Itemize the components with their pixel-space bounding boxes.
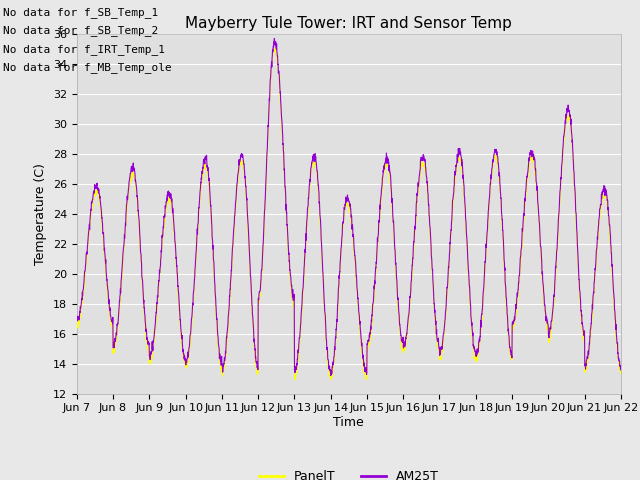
Y-axis label: Temperature (C): Temperature (C) (35, 163, 47, 264)
Text: No data for f_IRT_Temp_1: No data for f_IRT_Temp_1 (3, 44, 165, 55)
Text: No data for f_SB_Temp_1: No data for f_SB_Temp_1 (3, 7, 159, 18)
Text: No data for f_MB_Temp_ole: No data for f_MB_Temp_ole (3, 62, 172, 73)
Text: No data for f_SB_Temp_2: No data for f_SB_Temp_2 (3, 25, 159, 36)
X-axis label: Time: Time (333, 416, 364, 429)
Title: Mayberry Tule Tower: IRT and Sensor Temp: Mayberry Tule Tower: IRT and Sensor Temp (186, 16, 512, 31)
Legend: PanelT, AM25T: PanelT, AM25T (254, 465, 444, 480)
